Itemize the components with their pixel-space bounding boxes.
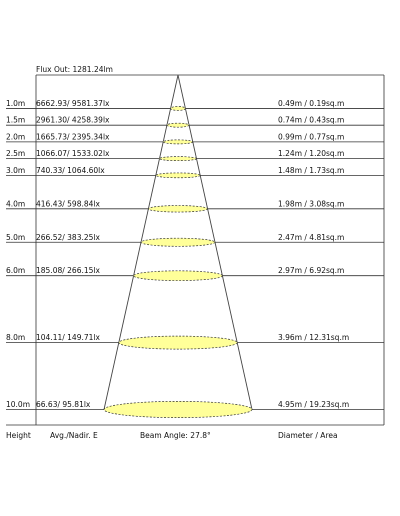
height-label: 1.0m bbox=[6, 99, 25, 108]
diameter-area-label: 0.74m / 0.43sq.m bbox=[278, 116, 344, 125]
illuminance-label: 266.52/ 383.25lx bbox=[36, 233, 100, 242]
illuminance-label: 1066.07/ 1533.02lx bbox=[36, 149, 110, 158]
beam-spot-ellipse bbox=[103, 401, 253, 418]
illuminance-label: 6662.93/ 9581.37lx bbox=[36, 99, 110, 108]
height-label: 10.0m bbox=[6, 400, 30, 409]
height-column-label: Height bbox=[6, 431, 31, 440]
height-label: 2.5m bbox=[6, 149, 25, 158]
beam-spot-ellipse bbox=[140, 237, 216, 247]
diameter-area-label: 2.97m / 6.92sq.m bbox=[278, 266, 344, 275]
diameter-area-label: 1.98m / 3.08sq.m bbox=[278, 199, 344, 208]
beam-spot-ellipse bbox=[159, 156, 197, 162]
height-rows: 1.0m 6662.93/ 9581.37lx 0.49m / 0.19sq.m 1.… bbox=[6, 99, 384, 418]
avg-nadir-column-label: Avg./Nadir. E bbox=[50, 431, 98, 440]
beam-spot-ellipse bbox=[166, 122, 190, 128]
height-label: 1.5m bbox=[6, 116, 25, 125]
illuminance-label: 740.33/ 1064.60lx bbox=[36, 166, 105, 175]
height-label: 4.0m bbox=[6, 199, 25, 208]
diameter-area-label: 4.95m / 19.23sq.m bbox=[278, 400, 349, 409]
diameter-area-column-label: Diameter / Area bbox=[278, 431, 338, 440]
diameter-area-label: 1.48m / 1.73sq.m bbox=[278, 166, 344, 175]
beam-spot-ellipse bbox=[170, 106, 186, 111]
height-label: 8.0m bbox=[6, 333, 25, 342]
beam-spot-ellipse bbox=[148, 205, 208, 213]
diameter-area-label: 2.47m / 4.81sq.m bbox=[278, 233, 344, 242]
illuminance-label: 2961.30/ 4258.39lx bbox=[36, 116, 110, 125]
illuminance-label: 185.08/ 266.15lx bbox=[36, 266, 100, 275]
height-label: 2.0m bbox=[6, 132, 25, 141]
diameter-area-label: 0.99m / 0.77sq.m bbox=[278, 132, 344, 141]
beam-spot-ellipse bbox=[155, 172, 201, 179]
illuminance-label: 104.11/ 149.71lx bbox=[36, 333, 100, 342]
height-label: 6.0m bbox=[6, 266, 25, 275]
diameter-area-label: 1.24m / 1.20sq.m bbox=[278, 149, 344, 158]
beam-spot-ellipse bbox=[118, 335, 238, 350]
diameter-area-label: 3.96m / 12.31sq.m bbox=[278, 333, 349, 342]
height-label: 3.0m bbox=[6, 166, 25, 175]
beam-angle-label: Beam Angle: 27.8° bbox=[140, 431, 211, 440]
diameter-area-label: 0.49m / 0.19sq.m bbox=[278, 99, 344, 108]
beam-spot-ellipse bbox=[133, 270, 223, 281]
flux-out-label: Flux Out: 1281.24lm bbox=[36, 65, 113, 74]
beam-spot-ellipse bbox=[162, 139, 194, 145]
height-label: 5.0m bbox=[6, 233, 25, 242]
illuminance-label: 416.43/ 598.84lx bbox=[36, 199, 100, 208]
illuminance-label: 66.63/ 95.81lx bbox=[36, 400, 91, 409]
illuminance-label: 1665.73/ 2395.34lx bbox=[36, 132, 110, 141]
